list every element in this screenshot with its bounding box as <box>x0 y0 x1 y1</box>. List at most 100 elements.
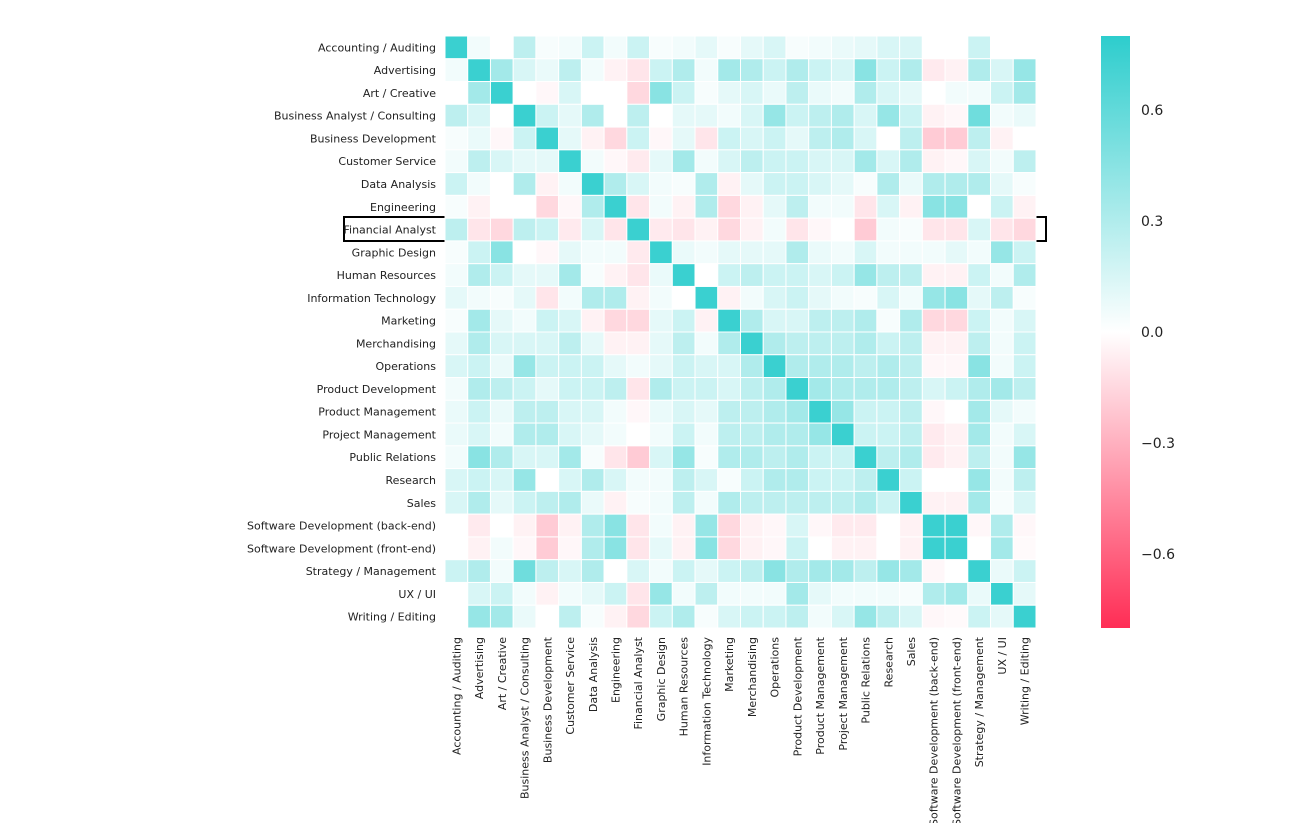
heatmap-cell <box>830 490 855 515</box>
heatmap-cell <box>740 58 764 83</box>
heatmap-cell <box>649 126 673 151</box>
heatmap-cell <box>967 468 992 492</box>
heatmap-cell <box>580 354 605 379</box>
heatmap-cell <box>580 422 605 447</box>
heatmap-cell <box>694 422 719 447</box>
heatmap-cell <box>580 490 605 515</box>
heatmap-cell <box>489 490 514 515</box>
heatmap-cell <box>944 58 969 83</box>
heatmap-cell <box>944 103 969 128</box>
heatmap-cell <box>489 581 514 606</box>
heatmap-cell <box>626 240 651 265</box>
heatmap-cell <box>876 399 901 424</box>
heatmap-cell <box>808 35 832 60</box>
heatmap-cell <box>1012 217 1037 242</box>
heatmap-cell <box>853 172 878 196</box>
heatmap-cell <box>649 377 673 401</box>
heatmap-cell <box>1012 194 1037 219</box>
heatmap-cell <box>740 149 764 174</box>
heatmap-cell <box>899 81 923 105</box>
heatmap-cell <box>558 217 582 242</box>
heatmap-cell <box>694 377 719 401</box>
heatmap-cell <box>808 194 832 219</box>
y-tick-label: Business Development <box>310 132 437 145</box>
heatmap-cell <box>921 377 946 401</box>
heatmap-cell <box>853 308 878 333</box>
heatmap-cell <box>535 194 560 219</box>
heatmap-cell <box>762 263 787 287</box>
heatmap-cell <box>626 194 651 219</box>
x-tick-label: Engineering <box>609 637 622 703</box>
heatmap-cell <box>1012 240 1037 265</box>
heatmap-cell <box>535 422 560 447</box>
heatmap-cell <box>694 149 719 174</box>
heatmap-cell <box>853 581 878 606</box>
heatmap-cell <box>535 172 560 196</box>
heatmap-cell <box>671 194 696 219</box>
heatmap-cell <box>626 126 651 151</box>
heatmap-cell <box>580 536 605 561</box>
heatmap-cell <box>535 149 560 174</box>
heatmap-cell <box>580 194 605 219</box>
heatmap-cell <box>785 604 810 629</box>
heatmap-cell <box>694 263 719 287</box>
y-tick-label: Project Management <box>322 428 436 441</box>
heatmap-cell <box>853 559 878 583</box>
x-tick-label: Product Management <box>814 636 827 754</box>
heatmap-cell <box>558 422 582 447</box>
heatmap-cell <box>876 103 901 128</box>
heatmap-cell <box>967 536 992 561</box>
heatmap-cell <box>853 81 878 105</box>
heatmap-cell <box>467 240 491 265</box>
heatmap-cell <box>512 490 537 515</box>
heatmap-cell <box>808 354 832 379</box>
heatmap-cell <box>694 126 719 151</box>
heatmap-cell <box>808 263 832 287</box>
heatmap-cell <box>762 331 787 356</box>
heatmap-cell <box>740 536 764 561</box>
heatmap-cell <box>671 604 696 629</box>
heatmap-cell <box>1012 445 1037 470</box>
heatmap-cell <box>558 149 582 174</box>
heatmap-cell <box>558 103 582 128</box>
heatmap-cell <box>694 58 719 83</box>
heatmap-cell <box>876 513 901 538</box>
heatmap-cell <box>944 194 969 219</box>
heatmap-cell <box>899 103 923 128</box>
heatmap-cell <box>558 263 582 287</box>
x-tick-label: Sales <box>905 637 918 667</box>
heatmap-cell <box>671 490 696 515</box>
heatmap-cell <box>990 604 1014 629</box>
heatmap-cell <box>990 103 1014 128</box>
heatmap-cell <box>990 354 1014 379</box>
y-tick-label: Accounting / Auditing <box>318 41 436 54</box>
heatmap-cell <box>740 354 764 379</box>
heatmap-cell <box>626 490 651 515</box>
heatmap-cell <box>990 422 1014 447</box>
heatmap-cell <box>921 581 946 606</box>
heatmap-cell <box>603 468 628 492</box>
heatmap-cell <box>967 445 992 470</box>
y-tick-label: Information Technology <box>307 292 436 305</box>
heatmap-cell <box>1012 490 1037 515</box>
heatmap-cell <box>1012 468 1037 492</box>
heatmap-cell <box>1012 285 1037 310</box>
heatmap-cell <box>853 354 878 379</box>
heatmap-cell <box>944 377 969 401</box>
heatmap-cell <box>785 536 810 561</box>
heatmap-cell <box>967 513 992 538</box>
heatmap-cell <box>853 149 878 174</box>
heatmap-cell <box>921 422 946 447</box>
heatmap-cell <box>512 445 537 470</box>
heatmap-cell <box>990 399 1014 424</box>
heatmap-cell <box>512 240 537 265</box>
heatmap-cell <box>1012 559 1037 583</box>
heatmap-cell <box>444 445 469 470</box>
heatmap-cell <box>558 581 582 606</box>
heatmap-cell <box>876 240 901 265</box>
heatmap-cell <box>580 468 605 492</box>
y-tick-label: Financial Analyst <box>343 224 436 237</box>
heatmap-cell <box>740 172 764 196</box>
heatmap-cell <box>921 35 946 60</box>
heatmap-cell <box>671 513 696 538</box>
